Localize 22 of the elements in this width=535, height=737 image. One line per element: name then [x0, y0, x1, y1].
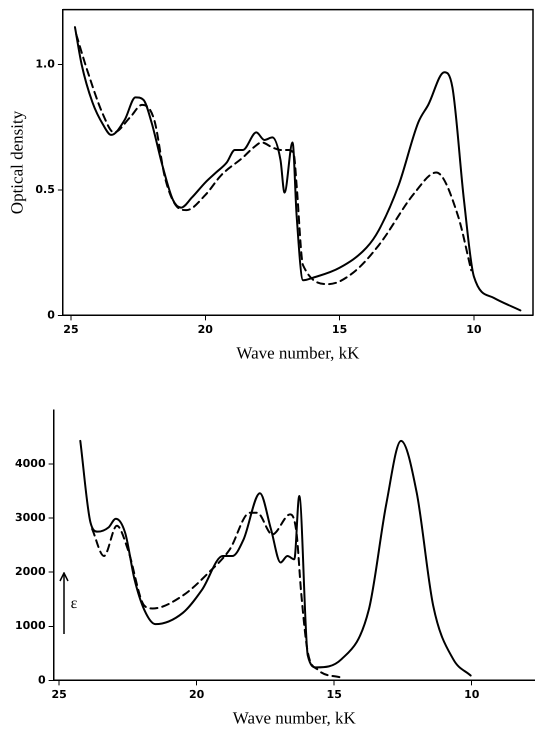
y-tick-label: 3000	[14, 511, 46, 524]
y-tick-label: 1.0	[35, 58, 56, 71]
y-axis-title: ε	[70, 595, 78, 614]
line-series	[79, 440, 472, 677]
y-tick-label: 0	[47, 308, 56, 322]
x-tick-label: 15	[332, 322, 348, 336]
y-tick-label: 2000	[14, 565, 46, 578]
y-axis-title: Optical density	[8, 110, 27, 214]
y-tick-label: 0.5	[35, 182, 55, 196]
line-series	[74, 26, 522, 312]
x-tick-label: 25	[63, 322, 79, 336]
x-tick-label: 20	[198, 322, 214, 336]
x-tick-label: 20	[189, 688, 205, 701]
x-axis-title: Wave number, kK	[236, 343, 360, 362]
x-tick-label: 10	[466, 322, 482, 336]
y-tick-label: 1000	[14, 619, 46, 632]
x-tick-label: 10	[464, 688, 480, 701]
x-tick-label: 25	[51, 688, 67, 701]
y-tick-label: 0	[38, 673, 46, 686]
x-tick-label: 15	[326, 688, 342, 701]
x-axis-title: Wave number, kK	[232, 708, 357, 728]
y-tick-label: 4000	[14, 456, 46, 470]
